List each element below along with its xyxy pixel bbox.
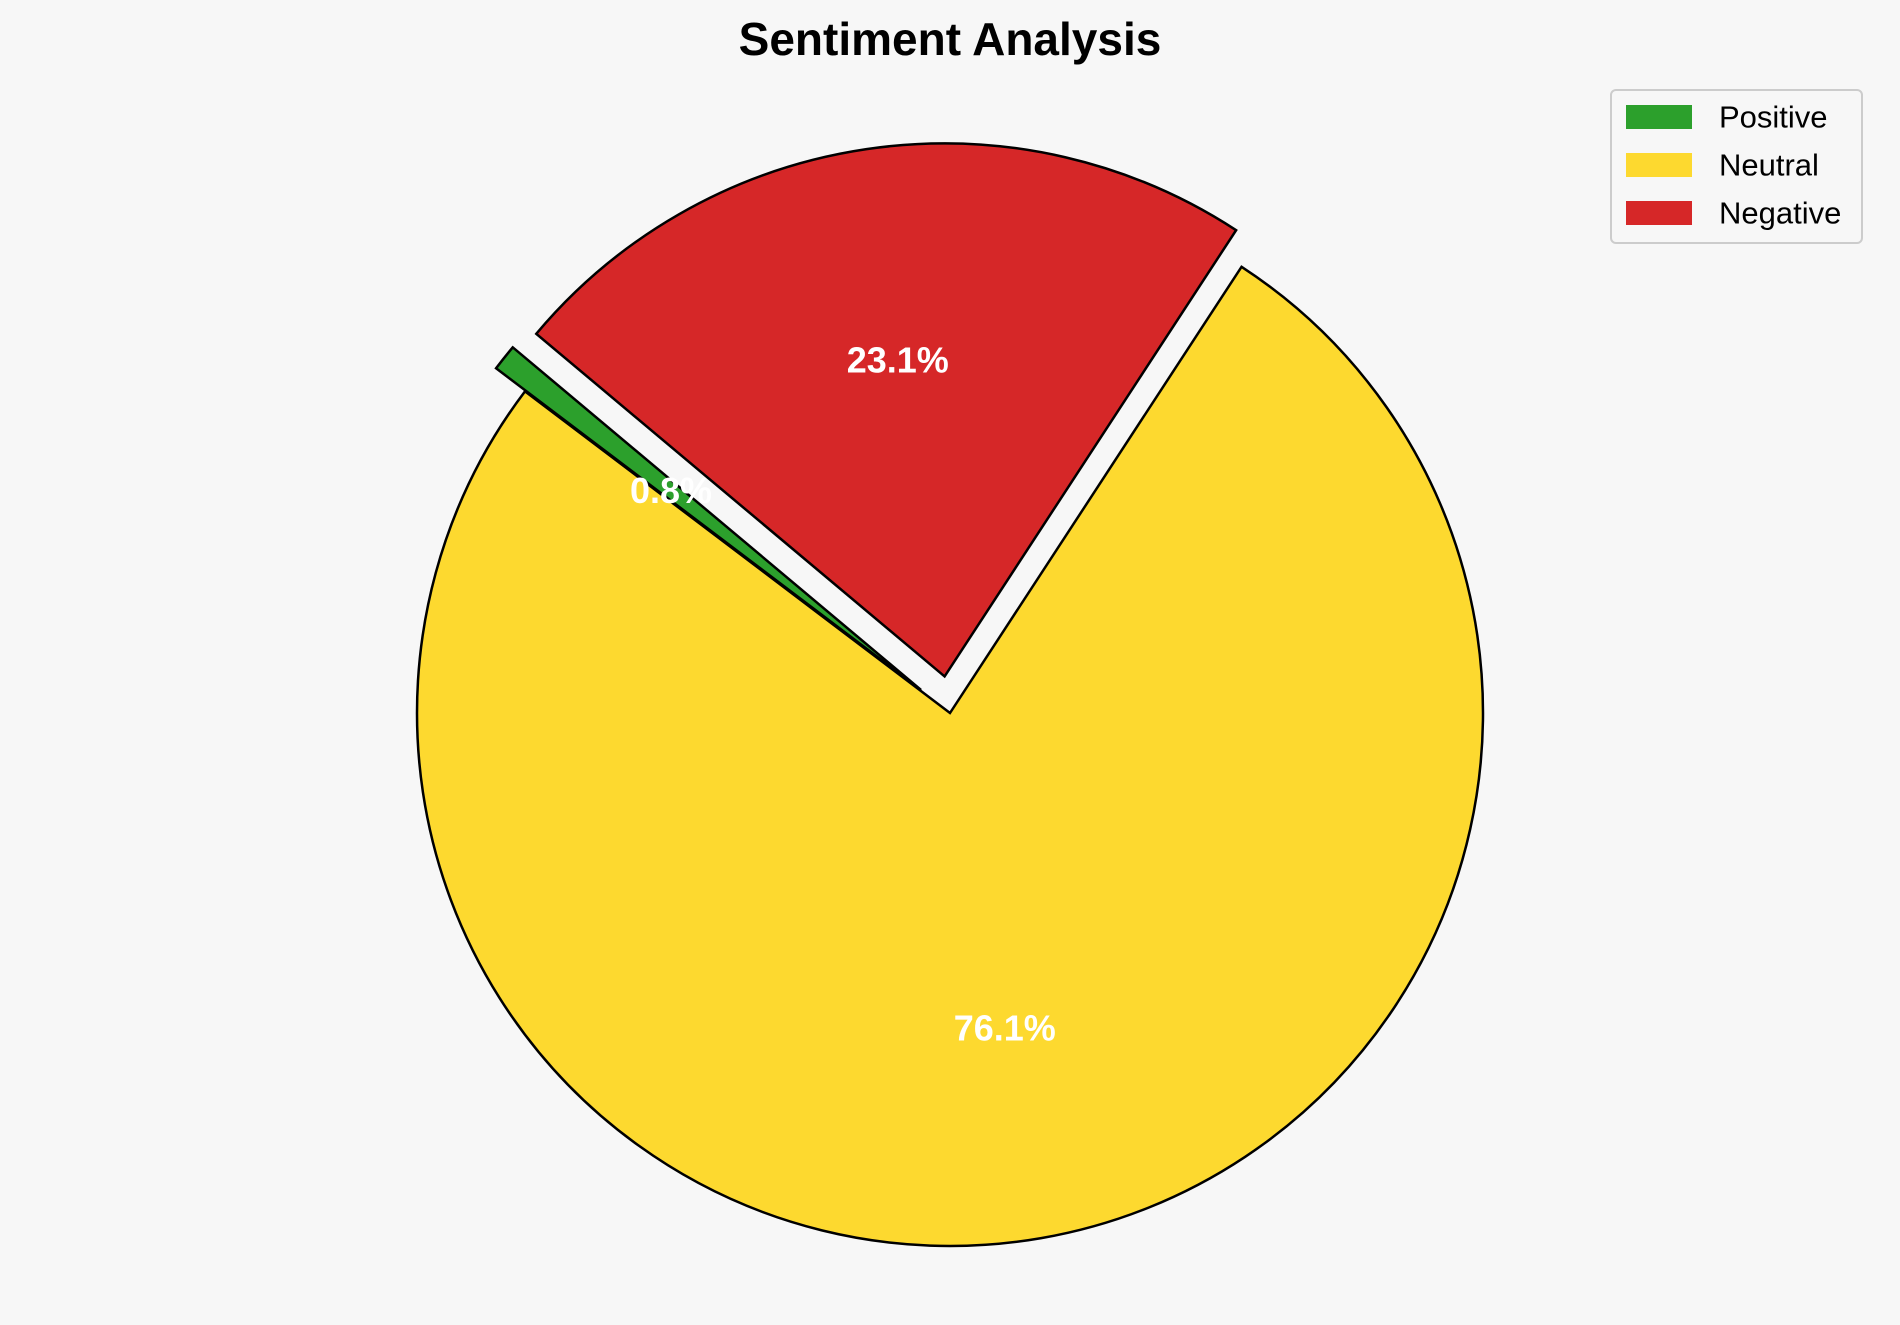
legend-label-positive: Positive (1719, 100, 1828, 135)
legend-swatch-neutral (1626, 153, 1692, 177)
chart-title: Sentiment Analysis (739, 13, 1162, 65)
legend-label-neutral: Neutral (1719, 148, 1819, 183)
pie-percent-label-positive: 0.8% (630, 470, 712, 511)
pie-percent-label-neutral: 76.1% (954, 1008, 1056, 1049)
legend-label-negative: Negative (1719, 196, 1841, 231)
pie-slice-negative (534, 142, 1238, 679)
pie-percent-label-negative: 23.1% (847, 340, 949, 381)
legend: Positive Neutral Negative (1610, 89, 1863, 244)
legend-swatch-positive (1626, 105, 1692, 129)
legend-swatch-negative (1626, 201, 1692, 225)
pie-percent-labels: 0.8% 76.1% 23.1% (630, 340, 1056, 1049)
pie-slice-neutral (415, 265, 1485, 1248)
pie-slice-positive (494, 345, 922, 691)
pie-slices (415, 142, 1485, 1248)
